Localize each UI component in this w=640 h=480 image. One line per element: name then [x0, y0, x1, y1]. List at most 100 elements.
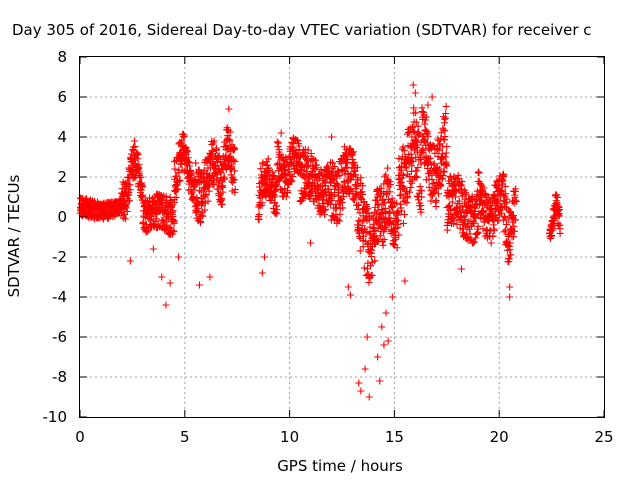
data-point [491, 204, 499, 212]
x-tick-label: 20 [490, 428, 509, 446]
data-point [438, 175, 446, 183]
data-point [350, 158, 358, 166]
data-point [388, 195, 396, 203]
data-point [180, 132, 188, 140]
data-point [277, 129, 285, 137]
data-point [554, 211, 562, 219]
data-point [376, 232, 384, 240]
data-point [183, 148, 191, 156]
data-point [412, 137, 420, 145]
data-point [490, 227, 498, 235]
data-point [429, 142, 437, 150]
data-point [512, 198, 520, 206]
data-point [442, 114, 450, 122]
data-point [500, 213, 508, 221]
y-tick-label: 0 [57, 208, 67, 226]
data-point [300, 149, 308, 157]
data-point [371, 257, 379, 265]
data-point [210, 137, 218, 145]
data-point [421, 135, 429, 143]
data-point [368, 246, 376, 254]
data-point [145, 226, 153, 234]
data-point [419, 149, 427, 157]
data-point [502, 190, 510, 198]
data-point [194, 199, 202, 207]
data-point [423, 129, 431, 137]
data-point [418, 187, 426, 195]
data-point [270, 191, 278, 199]
data-point [283, 188, 291, 196]
data-point [394, 217, 402, 225]
data-point [355, 201, 363, 209]
data-point [360, 232, 368, 240]
data-point [555, 212, 563, 220]
data-point [374, 353, 382, 361]
data-point [313, 164, 321, 172]
data-point [363, 333, 371, 341]
data-point [411, 136, 419, 144]
data-point [440, 168, 448, 176]
data-point [229, 175, 237, 183]
data-point [382, 171, 390, 179]
data-point [452, 204, 460, 212]
data-point [122, 204, 130, 212]
data-point [130, 137, 138, 145]
data-point [162, 218, 170, 226]
data-point [409, 127, 417, 135]
data-point [414, 122, 422, 130]
data-point [220, 175, 228, 183]
data-point [345, 176, 353, 184]
data-point [375, 237, 383, 245]
data-point [556, 221, 564, 229]
data-point [553, 193, 561, 201]
data-point [421, 120, 429, 128]
data-point [548, 223, 556, 231]
data-point [273, 210, 281, 218]
data-point [138, 179, 146, 187]
data-point [146, 194, 154, 202]
y-tick-label: -6 [52, 328, 67, 346]
data-point [336, 172, 344, 180]
data-point [137, 173, 145, 181]
data-point [551, 215, 559, 223]
data-point [170, 227, 178, 235]
data-point [375, 201, 383, 209]
data-point [259, 160, 267, 168]
data-point [231, 186, 239, 194]
data-point [307, 239, 315, 247]
data-point [434, 190, 442, 198]
data-point [166, 279, 174, 287]
data-point [359, 182, 367, 190]
data-point [472, 230, 480, 238]
data-point [555, 222, 563, 230]
data-point [348, 149, 356, 157]
data-point [303, 156, 311, 164]
data-point [121, 215, 129, 223]
data-point [376, 377, 384, 385]
data-point [470, 219, 478, 227]
data-point [169, 207, 177, 215]
data-point [230, 156, 238, 164]
data-point [336, 210, 344, 218]
data-point [374, 206, 382, 214]
data-point [185, 158, 193, 166]
data-point [442, 149, 450, 157]
data-point [178, 137, 186, 145]
data-point [474, 228, 482, 236]
data-point [462, 189, 470, 197]
data-point [335, 217, 343, 225]
data-point [328, 196, 336, 204]
data-point [188, 171, 196, 179]
data-point [426, 154, 434, 162]
data-point [501, 200, 509, 208]
data-point [380, 198, 388, 206]
data-point [171, 165, 179, 173]
data-point [357, 194, 365, 202]
data-point [510, 233, 518, 241]
data-point [411, 89, 419, 97]
data-point [430, 189, 438, 196]
data-point [406, 188, 414, 196]
data-point [408, 133, 416, 141]
data-point [201, 206, 209, 214]
